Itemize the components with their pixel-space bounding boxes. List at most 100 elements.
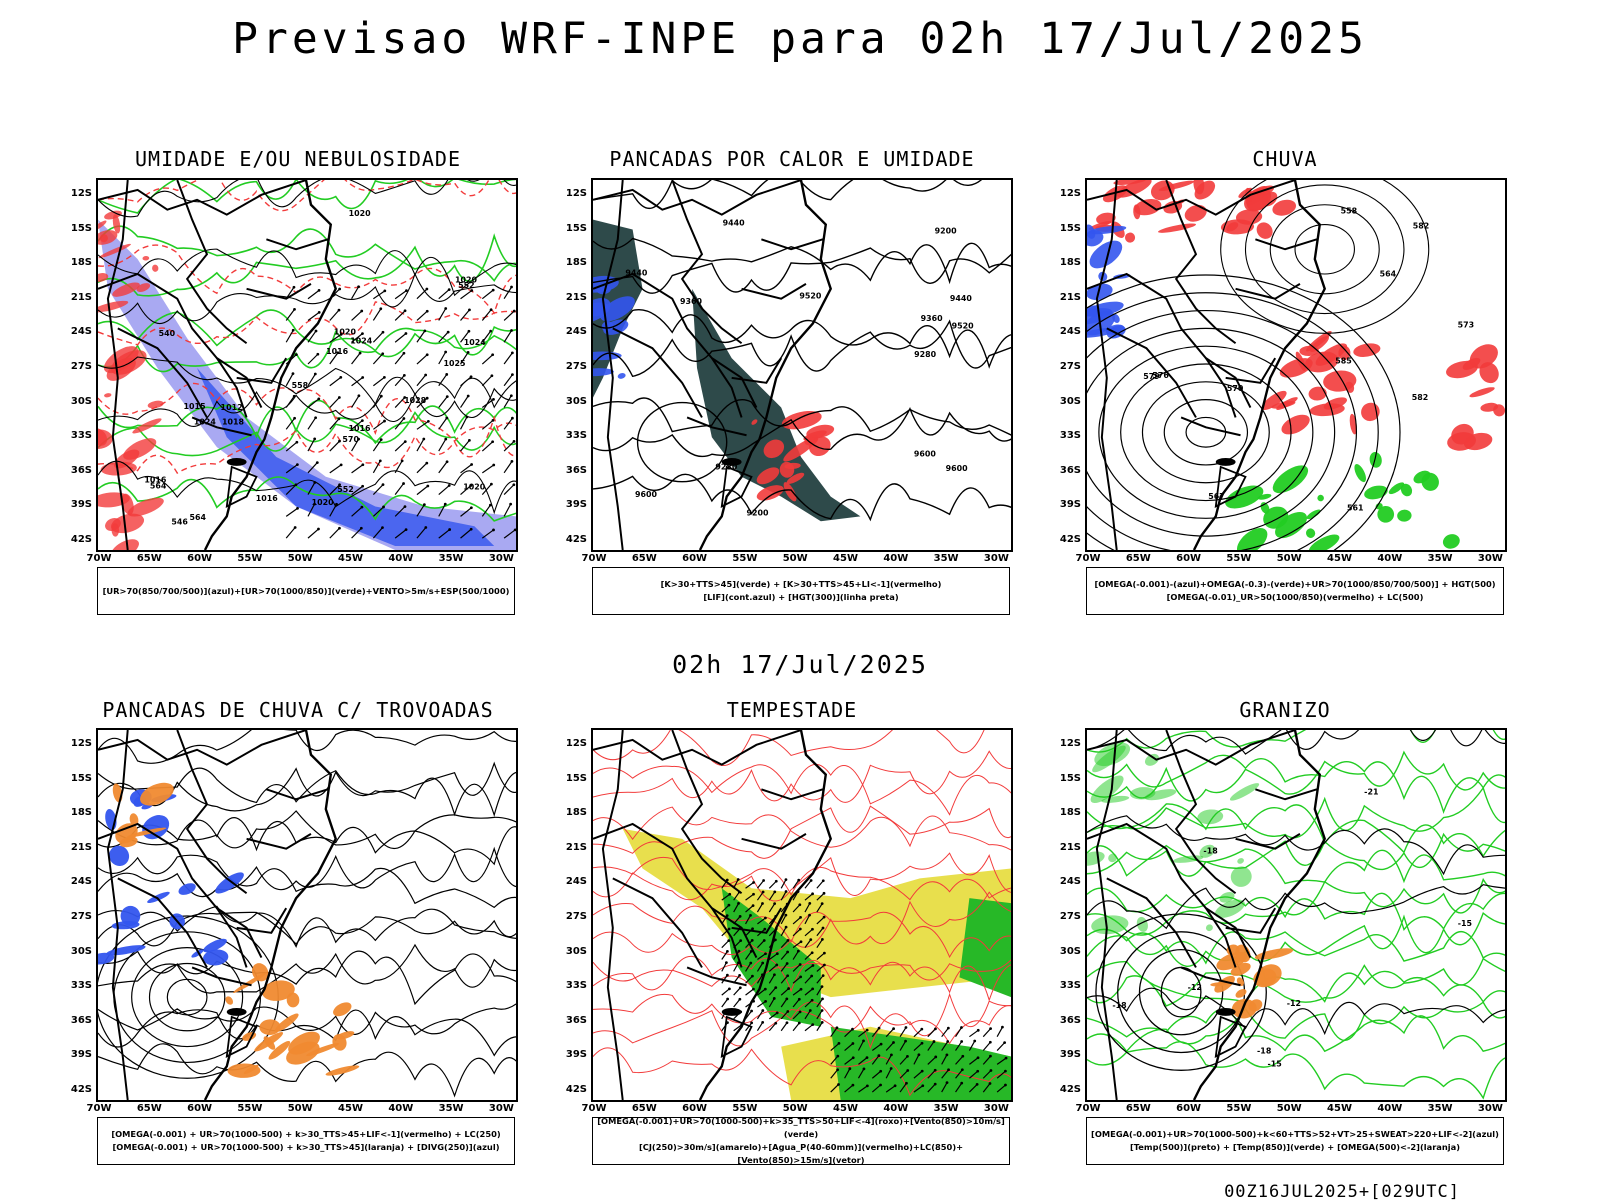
wind-vector bbox=[955, 1054, 965, 1065]
lon-label: 55W bbox=[237, 553, 263, 564]
wind-arrow bbox=[460, 527, 473, 539]
red-patch bbox=[1493, 404, 1505, 417]
wind-arrow bbox=[285, 372, 295, 387]
green-contour bbox=[98, 233, 516, 297]
green-patch bbox=[1397, 509, 1412, 522]
red-patch bbox=[1124, 232, 1136, 243]
streamline bbox=[98, 854, 516, 909]
country-border bbox=[601, 730, 624, 1100]
red-patch bbox=[1469, 344, 1498, 369]
wind-arrow bbox=[307, 502, 316, 517]
wind-vector bbox=[816, 997, 824, 1008]
legend-line: [K>30+TTS>45](verde) + [K>30+TTS>45+LI<-… bbox=[660, 579, 942, 589]
wind-vector bbox=[756, 1009, 765, 1020]
country-border bbox=[246, 833, 312, 850]
wind-vector bbox=[745, 904, 755, 913]
red-patch bbox=[1194, 180, 1216, 200]
lon-label: 70W bbox=[581, 553, 607, 564]
lon-label: 35W bbox=[1427, 553, 1453, 564]
lon-label: 65W bbox=[1125, 553, 1151, 564]
legend-tempestade: [OMEGA(-0.001)+UR>70(1000-500)+k>35_TTS>… bbox=[592, 1116, 1010, 1165]
wind-arrow bbox=[307, 481, 317, 495]
lat-label: 42S bbox=[565, 534, 587, 545]
lat-label: 27S bbox=[70, 361, 92, 372]
country-border bbox=[686, 416, 747, 437]
lon-label: 40W bbox=[388, 1103, 414, 1114]
green-noise bbox=[1214, 899, 1245, 918]
uruguay-border bbox=[1214, 1015, 1247, 1059]
wind-vector bbox=[927, 1082, 937, 1093]
coastline bbox=[698, 730, 833, 1100]
wind-arrow bbox=[416, 353, 429, 365]
country-border bbox=[106, 180, 129, 550]
wind-arrow bbox=[372, 483, 385, 496]
contour-label: -18 bbox=[1112, 1001, 1127, 1010]
green-noise bbox=[1229, 783, 1260, 801]
wind-arrow bbox=[438, 528, 452, 539]
lon-label: 35W bbox=[933, 1103, 959, 1114]
temp850-contour bbox=[1087, 803, 1505, 858]
streamline bbox=[98, 950, 516, 1006]
wind-vector bbox=[941, 1081, 949, 1093]
green-noise bbox=[1108, 853, 1118, 863]
country-border bbox=[216, 357, 248, 418]
wind-vector bbox=[757, 987, 767, 996]
map-granizo: -12 -15 -18 -21 -18 -12 -15 -18 bbox=[1085, 728, 1507, 1102]
wind-vector bbox=[780, 987, 790, 996]
country-border bbox=[601, 180, 624, 550]
contour-label: 1015 bbox=[184, 402, 206, 411]
lon-label: 30W bbox=[983, 553, 1009, 564]
wind-vector bbox=[745, 1021, 753, 1032]
hgt500-contour bbox=[1098, 345, 1314, 519]
legend-line: [LIF](cont.azul) + [HGT(300)](linha pret… bbox=[703, 592, 899, 602]
wind-arrow bbox=[460, 308, 471, 321]
low-center bbox=[636, 401, 728, 483]
wind-vector bbox=[792, 963, 802, 972]
wind-arrow bbox=[438, 484, 451, 496]
red-patch bbox=[1447, 432, 1477, 451]
wind-vector bbox=[780, 878, 788, 889]
wind-arrow bbox=[481, 374, 494, 387]
lon-label: 30W bbox=[1477, 1103, 1503, 1114]
streamline bbox=[98, 911, 516, 947]
red-patch bbox=[132, 418, 162, 434]
map-canvas: 9600 9440 9600 9520 9600 9440 9360 9280 9200 9360… bbox=[593, 180, 1011, 550]
green-noise bbox=[1219, 891, 1235, 903]
thickness-line bbox=[98, 180, 516, 212]
lon-label: 60W bbox=[682, 553, 708, 564]
wind-arrow bbox=[285, 416, 296, 430]
wind-arrow bbox=[394, 289, 408, 300]
wind-vector bbox=[816, 926, 825, 937]
contour-label: 9200 bbox=[746, 508, 769, 517]
wind-arrow bbox=[372, 394, 383, 408]
blue-cell bbox=[593, 368, 614, 377]
red-cell bbox=[763, 439, 785, 459]
lat-label: 30S bbox=[1059, 945, 1081, 957]
wind-arrow bbox=[329, 463, 343, 474]
lon-label: 55W bbox=[732, 553, 758, 564]
country-border bbox=[191, 416, 252, 437]
wind-arrow bbox=[503, 285, 513, 300]
wind-arrow bbox=[373, 419, 386, 430]
lat-label: 12S bbox=[565, 738, 587, 749]
wind-arrow bbox=[460, 375, 473, 387]
temp850-contour bbox=[1087, 730, 1505, 753]
streamline-vortex bbox=[166, 978, 208, 1016]
contour-label: 570 bbox=[1227, 384, 1244, 393]
green-patch bbox=[1272, 465, 1309, 494]
wind-vector bbox=[804, 974, 814, 984]
wind-arrow bbox=[460, 351, 470, 365]
blue-patch bbox=[178, 883, 196, 895]
lon-label: 35W bbox=[438, 553, 464, 564]
wind-arrow bbox=[329, 332, 343, 343]
wind-arrow bbox=[394, 396, 407, 408]
wind-vector bbox=[996, 1083, 1007, 1093]
wind-vector bbox=[927, 1040, 936, 1051]
green-patch bbox=[1375, 503, 1383, 510]
orange-patch bbox=[129, 813, 139, 827]
wind-arrow bbox=[329, 502, 338, 517]
wind-vector bbox=[844, 1042, 855, 1051]
wind-vector bbox=[816, 985, 824, 996]
temp850-contour bbox=[1087, 754, 1505, 814]
